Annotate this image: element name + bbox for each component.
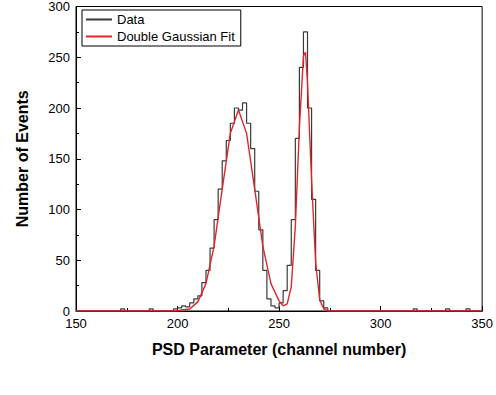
svg-text:PSD Parameter (channel number): PSD Parameter (channel number) bbox=[152, 341, 406, 358]
svg-text:300: 300 bbox=[370, 316, 392, 331]
svg-text:0: 0 bbox=[62, 303, 70, 319]
svg-text:250: 250 bbox=[268, 316, 290, 331]
svg-text:100: 100 bbox=[48, 202, 70, 217]
svg-text:200: 200 bbox=[48, 101, 70, 116]
svg-text:150: 150 bbox=[65, 316, 87, 331]
svg-text:250: 250 bbox=[48, 50, 70, 65]
svg-text:300: 300 bbox=[48, 0, 70, 14]
svg-text:Double Gaussian Fit: Double Gaussian Fit bbox=[117, 29, 235, 44]
svg-text:Data: Data bbox=[117, 12, 145, 27]
svg-text:50: 50 bbox=[56, 253, 70, 268]
svg-text:150: 150 bbox=[48, 151, 70, 166]
svg-text:350: 350 bbox=[471, 316, 493, 331]
svg-text:Number of Events: Number of Events bbox=[14, 90, 31, 227]
svg-text:200: 200 bbox=[167, 316, 189, 331]
